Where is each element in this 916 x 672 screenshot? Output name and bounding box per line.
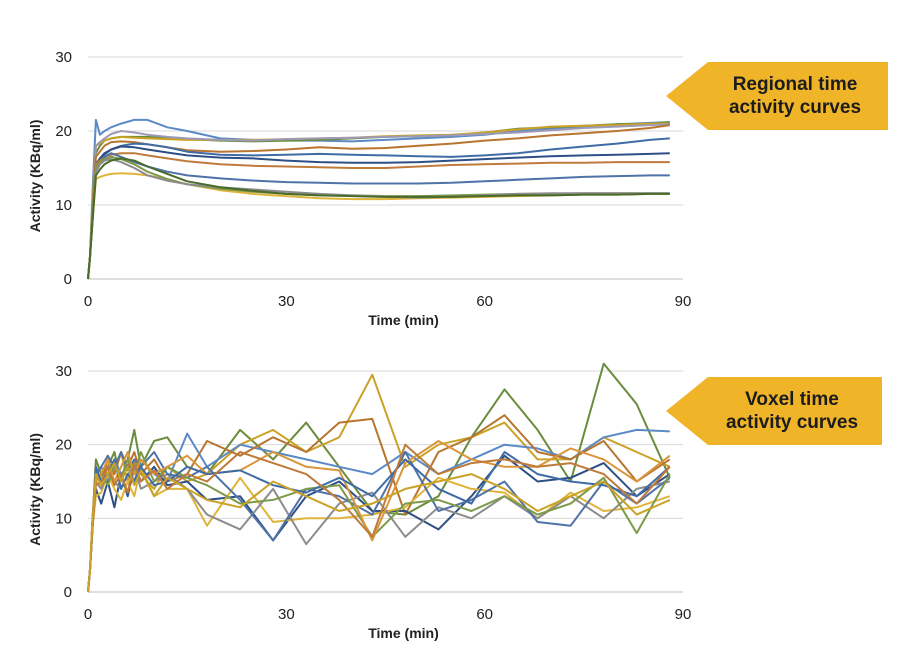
x-tick-label: 0 <box>84 293 92 310</box>
series-line-r11 <box>87 155 670 280</box>
callout-banner-shape <box>666 377 882 445</box>
regional-callout: Regional time activity curves <box>666 62 888 130</box>
callout-line-1: Voxel time <box>745 389 839 410</box>
x-tick-label: 30 <box>278 606 295 623</box>
y-tick-label: 20 <box>55 437 72 454</box>
series-line-r8 <box>87 152 670 280</box>
series-line-r5 <box>87 124 670 280</box>
x-tick-label: 60 <box>476 606 493 623</box>
series-line-v13 <box>87 462 671 593</box>
y-tick-label: 0 <box>64 584 72 601</box>
voxel-chart: 0 10 20 30 0 30 60 90 Time (min) Activity (KBq/ml… <box>27 362 692 641</box>
x-axis-title: Time (min) <box>368 312 439 328</box>
y-axis-title: Activity (KBq/ml) <box>27 433 43 546</box>
callout-line-1: Regional time <box>732 74 858 95</box>
x-tick-label: 90 <box>675 606 692 623</box>
series-line-v4 <box>87 414 671 593</box>
series-line-r13 <box>87 157 670 280</box>
y-axis-title: Activity (KBq/ml) <box>27 120 43 233</box>
callout-banner-shape <box>666 62 888 130</box>
series-line-v12 <box>87 443 671 593</box>
series-line-r9 <box>87 152 670 280</box>
series-line-r4 <box>87 123 670 280</box>
y-tick-label: 10 <box>55 510 72 527</box>
callout-line-2: activity curves <box>725 412 859 433</box>
x-axis-title: Time (min) <box>368 625 439 641</box>
callout-banner <box>666 62 888 130</box>
regional-chart: 0 10 20 30 0 30 60 90 Time (min) Activity (KBq/ml… <box>27 49 691 328</box>
y-tick-label: 10 <box>55 197 72 214</box>
series-line-v9 <box>87 451 671 593</box>
series-line-r7 <box>87 145 670 280</box>
callout-banner <box>666 377 882 445</box>
voxel-callout: Voxel time activity curves <box>666 377 882 445</box>
y-tick-label: 30 <box>55 363 72 380</box>
y-tick-label: 30 <box>55 49 72 66</box>
x-tick-label: 30 <box>278 293 295 310</box>
series-line-r10 <box>87 172 670 280</box>
x-tick-label: 0 <box>84 606 92 623</box>
x-tick-label: 60 <box>476 293 493 310</box>
y-tick-label: 20 <box>55 123 72 140</box>
y-tick-label: 0 <box>64 271 72 288</box>
series-line-v8 <box>87 451 671 593</box>
x-tick-label: 90 <box>675 293 692 310</box>
callout-line-2: activity curves <box>728 97 862 118</box>
series-line-r12 <box>87 158 670 280</box>
